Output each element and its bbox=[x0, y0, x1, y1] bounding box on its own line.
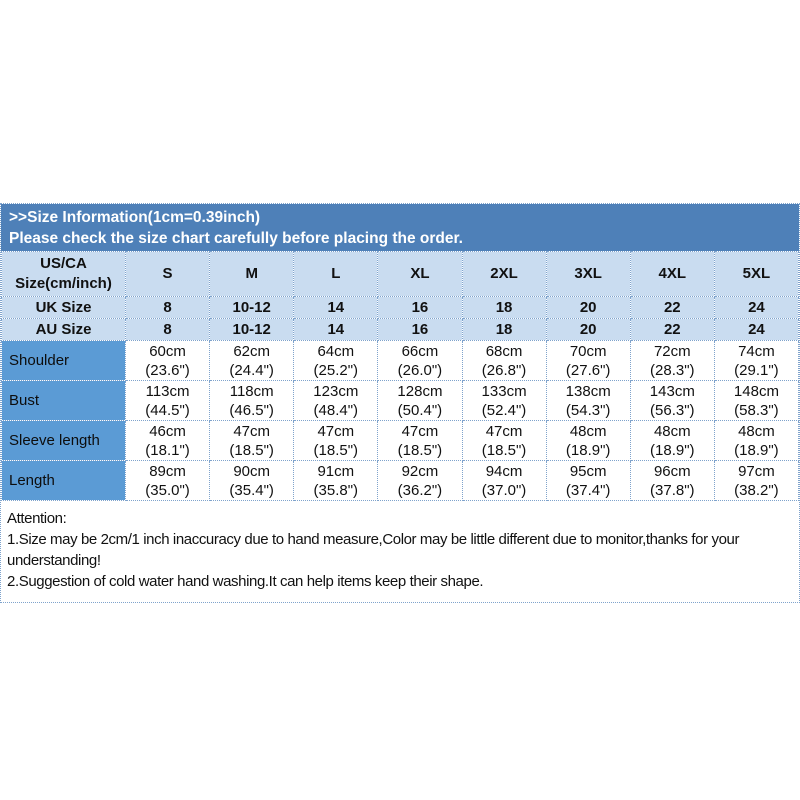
measurement-cell: 47cm (18.5") bbox=[209, 420, 295, 461]
au-size-value: 24 bbox=[713, 318, 800, 341]
size-info-subtitle: Please check the size chart carefully be… bbox=[9, 230, 463, 247]
uk-size-value: 22 bbox=[629, 296, 715, 319]
measurement-cell: 46cm (18.1") bbox=[124, 420, 211, 461]
au-size-value: 22 bbox=[629, 318, 715, 341]
uk-size-value: 20 bbox=[545, 296, 631, 319]
attention-line1: 1.Size may be 2cm/1 inch inaccuracy due … bbox=[7, 531, 740, 569]
measurement-cell: 62cm (24.4") bbox=[209, 340, 295, 381]
au-size-label: AU Size bbox=[1, 318, 126, 341]
measurement-cell: 143cm (56.3") bbox=[629, 380, 715, 421]
measurement-cell: 138cm (54.3") bbox=[545, 380, 631, 421]
measurement-cell: 92cm (36.2") bbox=[377, 460, 463, 501]
measurement-cell: 60cm (23.6") bbox=[124, 340, 211, 381]
au-size-value: 16 bbox=[377, 318, 463, 341]
table-row-au-size: AU Size 8 10-12 14 16 18 20 22 24 bbox=[1, 318, 800, 341]
corner-header-line1: US/CA bbox=[40, 255, 87, 272]
au-size-value: 14 bbox=[293, 318, 379, 341]
au-size-value: 18 bbox=[461, 318, 547, 341]
measurement-cell: 66cm (26.0") bbox=[377, 340, 463, 381]
measurement-cell: 148cm (58.3") bbox=[713, 380, 800, 421]
measurement-cell: 48cm (18.9") bbox=[545, 420, 631, 461]
measure-row-label: Bust bbox=[1, 380, 126, 421]
measurement-cell: 68cm (26.8") bbox=[461, 340, 547, 381]
size-table: US/CA Size(cm/inch) S M L XL 2XL 3XL 4XL… bbox=[1, 251, 800, 501]
table-row-length: Length 89cm (35.0") 90cm (35.4") 91cm (3… bbox=[1, 460, 800, 501]
measurement-cell: 113cm (44.5") bbox=[124, 380, 211, 421]
measurement-cell: 96cm (37.8") bbox=[629, 460, 715, 501]
measurement-cell: 64cm (25.2") bbox=[293, 340, 379, 381]
measure-row-label: Shoulder bbox=[1, 340, 126, 381]
measurement-cell: 133cm (52.4") bbox=[461, 380, 547, 421]
table-row-uk-size: UK Size 8 10-12 14 16 18 20 22 24 bbox=[1, 296, 800, 319]
attention-title: Attention: bbox=[7, 510, 67, 527]
size-header-cell: M bbox=[209, 251, 295, 297]
measurement-cell: 72cm (28.3") bbox=[629, 340, 715, 381]
measure-row-label: Length bbox=[1, 460, 126, 501]
uk-size-value: 16 bbox=[377, 296, 463, 319]
table-row-bust: Bust 113cm (44.5") 118cm (46.5") 123cm (… bbox=[1, 380, 800, 421]
au-size-value: 8 bbox=[124, 318, 211, 341]
measurement-cell: 128cm (50.4") bbox=[377, 380, 463, 421]
measurement-cell: 74cm (29.1") bbox=[713, 340, 800, 381]
measurement-cell: 48cm (18.9") bbox=[713, 420, 800, 461]
corner-header-line2: Size(cm/inch) bbox=[15, 275, 112, 292]
measurement-cell: 94cm (37.0") bbox=[461, 460, 547, 501]
uk-size-value: 18 bbox=[461, 296, 547, 319]
size-header-cell: L bbox=[293, 251, 379, 297]
uk-size-label: UK Size bbox=[1, 296, 126, 319]
measurement-cell: 48cm (18.9") bbox=[629, 420, 715, 461]
uk-size-value: 24 bbox=[713, 296, 800, 319]
measure-row-label: Sleeve length bbox=[1, 420, 126, 461]
corner-header-cell: US/CA Size(cm/inch) bbox=[1, 251, 126, 297]
size-chart-panel: >>Size Information(1cm=0.39inch) Please … bbox=[0, 203, 800, 603]
attention-note: Attention: 1.Size may be 2cm/1 inch inac… bbox=[1, 501, 799, 602]
measurement-cell: 47cm (18.5") bbox=[293, 420, 379, 461]
au-size-value: 10-12 bbox=[209, 318, 295, 341]
measurement-cell: 47cm (18.5") bbox=[461, 420, 547, 461]
size-header-cell: 4XL bbox=[629, 251, 715, 297]
size-header-cell: S bbox=[124, 251, 211, 297]
measurement-cell: 47cm (18.5") bbox=[377, 420, 463, 461]
size-header-cell: XL bbox=[377, 251, 463, 297]
size-info-header: >>Size Information(1cm=0.39inch) Please … bbox=[1, 204, 799, 251]
attention-line2: 2.Suggestion of cold water hand washing.… bbox=[7, 573, 484, 590]
au-size-value: 20 bbox=[545, 318, 631, 341]
measurement-cell: 97cm (38.2") bbox=[713, 460, 800, 501]
measurement-cell: 70cm (27.6") bbox=[545, 340, 631, 381]
table-row-sleeve-length: Sleeve length 46cm (18.1") 47cm (18.5") … bbox=[1, 420, 800, 461]
table-row-size-header: US/CA Size(cm/inch) S M L XL 2XL 3XL 4XL… bbox=[1, 251, 800, 297]
measurement-cell: 118cm (46.5") bbox=[209, 380, 295, 421]
measurement-cell: 89cm (35.0") bbox=[124, 460, 211, 501]
uk-size-value: 14 bbox=[293, 296, 379, 319]
measurement-cell: 95cm (37.4") bbox=[545, 460, 631, 501]
size-header-cell: 3XL bbox=[545, 251, 631, 297]
uk-size-value: 10-12 bbox=[209, 296, 295, 319]
measurement-cell: 91cm (35.8") bbox=[293, 460, 379, 501]
size-header-cell: 2XL bbox=[461, 251, 547, 297]
size-header-cell: 5XL bbox=[713, 251, 800, 297]
table-row-shoulder: Shoulder 60cm (23.6") 62cm (24.4") 64cm … bbox=[1, 340, 800, 381]
measurement-cell: 123cm (48.4") bbox=[293, 380, 379, 421]
size-info-title: >>Size Information(1cm=0.39inch) bbox=[9, 209, 261, 226]
uk-size-value: 8 bbox=[124, 296, 211, 319]
measurement-cell: 90cm (35.4") bbox=[209, 460, 295, 501]
